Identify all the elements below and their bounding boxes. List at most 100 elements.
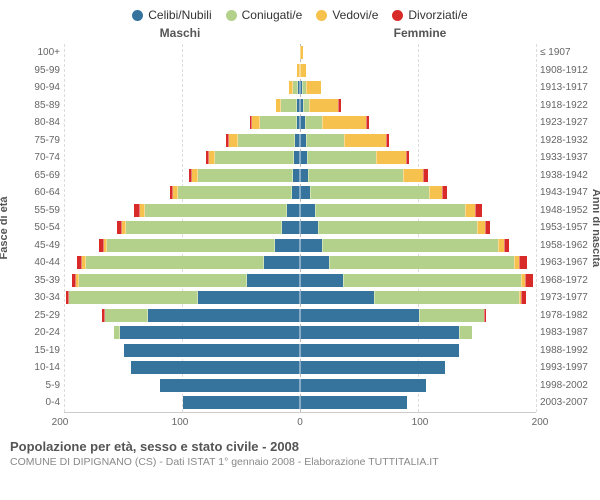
segment-s bbox=[300, 361, 445, 374]
age-tick: 0-4 bbox=[8, 394, 60, 412]
pyramid-row bbox=[64, 359, 536, 377]
legend-item: Vedovi/e bbox=[316, 8, 378, 22]
pyramid-row bbox=[64, 272, 536, 290]
gender-headers: Maschi Femmine bbox=[0, 26, 600, 44]
birth-tick: 1993-1997 bbox=[540, 359, 592, 377]
male-bar bbox=[64, 62, 300, 80]
female-bar bbox=[300, 272, 536, 290]
chart-area: Fasce di età Anni di nascita 100+95-9990… bbox=[0, 44, 600, 413]
segment-s bbox=[160, 379, 300, 392]
birth-tick: 1988-1992 bbox=[540, 342, 592, 360]
female-bar bbox=[300, 307, 536, 325]
segment-d bbox=[338, 99, 340, 112]
birth-tick: 1958-1962 bbox=[540, 237, 592, 255]
birth-tick: 1978-1982 bbox=[540, 307, 592, 325]
age-tick: 65-69 bbox=[8, 167, 60, 185]
male-bar bbox=[64, 377, 300, 395]
segment-c bbox=[374, 291, 519, 304]
segment-c bbox=[315, 204, 465, 217]
male-bar bbox=[64, 324, 300, 342]
pyramid-row bbox=[64, 254, 536, 272]
segment-c bbox=[322, 239, 498, 252]
male-bar bbox=[64, 254, 300, 272]
segment-w bbox=[376, 151, 405, 164]
birth-tick: 1983-1987 bbox=[540, 324, 592, 342]
legend-label: Vedovi/e bbox=[332, 8, 378, 22]
y-axis-label-left: Fasce di età bbox=[0, 197, 10, 260]
legend-label: Divorziati/e bbox=[408, 8, 467, 22]
chart-title: Popolazione per età, sesso e stato civil… bbox=[10, 439, 590, 454]
segment-s bbox=[300, 221, 318, 234]
segment-s bbox=[247, 274, 300, 287]
birth-tick: 2003-2007 bbox=[540, 394, 592, 412]
pyramid-row bbox=[64, 62, 536, 80]
female-bar bbox=[300, 324, 536, 342]
birth-tick: 1948-1952 bbox=[540, 202, 592, 220]
age-tick: 80-84 bbox=[8, 114, 60, 132]
legend-label: Coniugati/e bbox=[242, 8, 303, 22]
female-bar bbox=[300, 394, 536, 412]
segment-s bbox=[300, 396, 407, 409]
female-bar bbox=[300, 149, 536, 167]
footer: Popolazione per età, sesso e stato civil… bbox=[0, 431, 600, 468]
segment-s bbox=[300, 151, 307, 164]
segment-d bbox=[485, 221, 491, 234]
male-bar bbox=[64, 394, 300, 412]
legend-item: Divorziati/e bbox=[392, 8, 467, 22]
segment-d bbox=[525, 274, 533, 287]
y-axis-age: 100+95-9990-9485-8980-8475-7970-7465-696… bbox=[8, 44, 64, 413]
segment-d bbox=[475, 204, 482, 217]
pyramid-row bbox=[64, 237, 536, 255]
segment-c bbox=[307, 151, 376, 164]
age-tick: 75-79 bbox=[8, 132, 60, 150]
segment-s bbox=[300, 379, 426, 392]
segment-c bbox=[308, 169, 403, 182]
segment-s bbox=[183, 396, 300, 409]
segment-s bbox=[282, 221, 300, 234]
x-tick: 100 bbox=[172, 417, 189, 428]
segment-c bbox=[79, 274, 248, 287]
male-bar bbox=[64, 202, 300, 220]
x-tick: 100 bbox=[412, 417, 429, 428]
x-tick: 200 bbox=[532, 417, 549, 428]
male-bar bbox=[64, 132, 300, 150]
segment-c bbox=[260, 116, 296, 129]
segment-s bbox=[198, 291, 300, 304]
segment-c bbox=[215, 151, 294, 164]
legend-label: Celibi/Nubili bbox=[148, 8, 211, 22]
age-tick: 40-44 bbox=[8, 254, 60, 272]
age-tick: 60-64 bbox=[8, 184, 60, 202]
male-bar bbox=[64, 307, 300, 325]
segment-c bbox=[329, 256, 514, 269]
female-bar bbox=[300, 237, 536, 255]
segment-c bbox=[318, 221, 477, 234]
female-bar bbox=[300, 254, 536, 272]
birth-tick: 1938-1942 bbox=[540, 167, 592, 185]
male-bar bbox=[64, 97, 300, 115]
birth-tick: 1998-2002 bbox=[540, 377, 592, 395]
segment-s bbox=[300, 239, 322, 252]
male-bar bbox=[64, 167, 300, 185]
pyramid-row bbox=[64, 149, 536, 167]
birth-tick: 1908-1912 bbox=[540, 62, 592, 80]
male-bar bbox=[64, 342, 300, 360]
female-bar bbox=[300, 359, 536, 377]
segment-w bbox=[300, 64, 306, 77]
female-bar bbox=[300, 167, 536, 185]
segment-w bbox=[403, 169, 423, 182]
birth-tick: 1943-1947 bbox=[540, 184, 592, 202]
segment-s bbox=[148, 309, 300, 322]
male-bar bbox=[64, 272, 300, 290]
segment-s bbox=[300, 274, 343, 287]
female-bar bbox=[300, 114, 536, 132]
segment-s bbox=[131, 361, 300, 374]
birth-tick: ≤ 1907 bbox=[540, 44, 592, 62]
segment-d bbox=[423, 169, 428, 182]
segment-c bbox=[238, 134, 296, 147]
female-bar bbox=[300, 79, 536, 97]
age-tick: 90-94 bbox=[8, 79, 60, 97]
pyramid-row bbox=[64, 97, 536, 115]
birth-tick: 1933-1937 bbox=[540, 149, 592, 167]
male-bar bbox=[64, 114, 300, 132]
age-tick: 20-24 bbox=[8, 324, 60, 342]
